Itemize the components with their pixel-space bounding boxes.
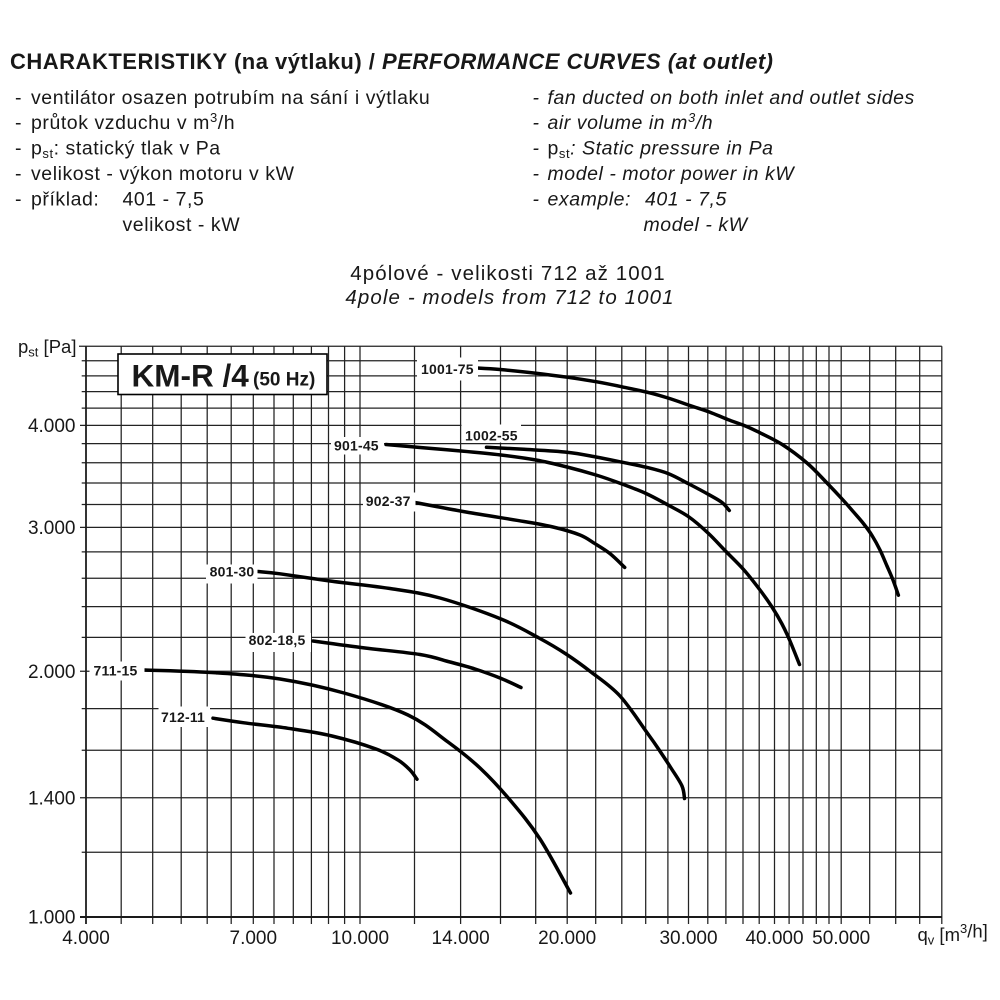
svg-text:-: -	[15, 163, 22, 185]
svg-text:model - motor power in kW: model - motor power in kW	[548, 163, 796, 185]
svg-text:14.000: 14.000	[432, 928, 490, 949]
svg-text:401 - 7,5: 401 - 7,5	[645, 188, 727, 210]
svg-text:10.000: 10.000	[331, 928, 389, 949]
svg-text:-: -	[533, 188, 540, 210]
svg-text:air volume in m3/h: air volume in m3/h	[548, 110, 714, 134]
svg-text:901-45: 901-45	[334, 438, 379, 454]
svg-text:-: -	[533, 112, 540, 134]
svg-text:model - kW: model - kW	[644, 214, 749, 236]
svg-text:1002-55: 1002-55	[465, 428, 518, 444]
svg-text:7.000: 7.000	[230, 928, 278, 949]
svg-text:1.400: 1.400	[28, 788, 76, 809]
svg-text:802-18,5: 802-18,5	[249, 632, 306, 648]
svg-text:3.000: 3.000	[28, 518, 76, 539]
svg-text:příklad:: příklad:	[31, 188, 99, 210]
svg-text:4.000: 4.000	[28, 416, 76, 437]
svg-text:30.000: 30.000	[659, 928, 717, 949]
svg-text:1001-75: 1001-75	[421, 361, 474, 377]
svg-text:50.000: 50.000	[812, 928, 870, 949]
svg-text:(50 Hz): (50 Hz)	[253, 370, 315, 391]
svg-text:-: -	[533, 163, 540, 185]
svg-text:401 - 7,5: 401 - 7,5	[123, 188, 205, 210]
svg-text:712-11: 712-11	[161, 709, 205, 725]
svg-text:4pólové - velikosti 712 až 100: 4pólové - velikosti 712 až 1001	[350, 262, 666, 285]
svg-text:example:: example:	[548, 188, 632, 210]
svg-text:průtok vzduchu v m3/h: průtok vzduchu v m3/h	[31, 110, 235, 134]
svg-text:801-30: 801-30	[210, 564, 255, 580]
svg-text:KM-R /4: KM-R /4	[132, 357, 250, 393]
svg-text:-: -	[15, 87, 22, 109]
svg-text:pst: Static pressure in Pa: pst: Static pressure in Pa	[548, 138, 774, 162]
svg-text:40.000: 40.000	[745, 928, 803, 949]
svg-text:velikost - výkon motoru v kW: velikost - výkon motoru v kW	[31, 163, 295, 185]
svg-text:-: -	[533, 138, 540, 160]
svg-text:20.000: 20.000	[538, 928, 596, 949]
svg-text:CHARAKTERISTIKY (na výtlaku) /: CHARAKTERISTIKY (na výtlaku) / PERFORMAN…	[10, 49, 774, 74]
svg-text:-: -	[15, 112, 22, 134]
svg-text:4.000: 4.000	[62, 928, 110, 949]
svg-text:fan ducted on both inlet and o: fan ducted on both inlet and outlet side…	[548, 87, 915, 109]
svg-text:711-15: 711-15	[94, 662, 138, 678]
svg-text:-: -	[15, 188, 22, 210]
svg-text:pst [Pa]: pst [Pa]	[18, 336, 76, 360]
svg-text:4pole - models from 712 to 100: 4pole - models from 712 to 1001	[345, 286, 674, 309]
svg-text:-: -	[533, 87, 540, 109]
svg-text:902-37: 902-37	[366, 493, 411, 509]
svg-text:qv [m3/h]: qv [m3/h]	[918, 921, 988, 948]
svg-text:2.000: 2.000	[28, 662, 76, 683]
svg-text:velikost - kW: velikost - kW	[123, 214, 241, 236]
svg-text:pst: statický tlak v Pa: pst: statický tlak v Pa	[31, 138, 221, 162]
svg-text:-: -	[15, 138, 22, 160]
svg-text:ventilátor osazen potrubím na: ventilátor osazen potrubím na sání i výt…	[31, 87, 430, 109]
svg-text:1.000: 1.000	[28, 908, 76, 929]
